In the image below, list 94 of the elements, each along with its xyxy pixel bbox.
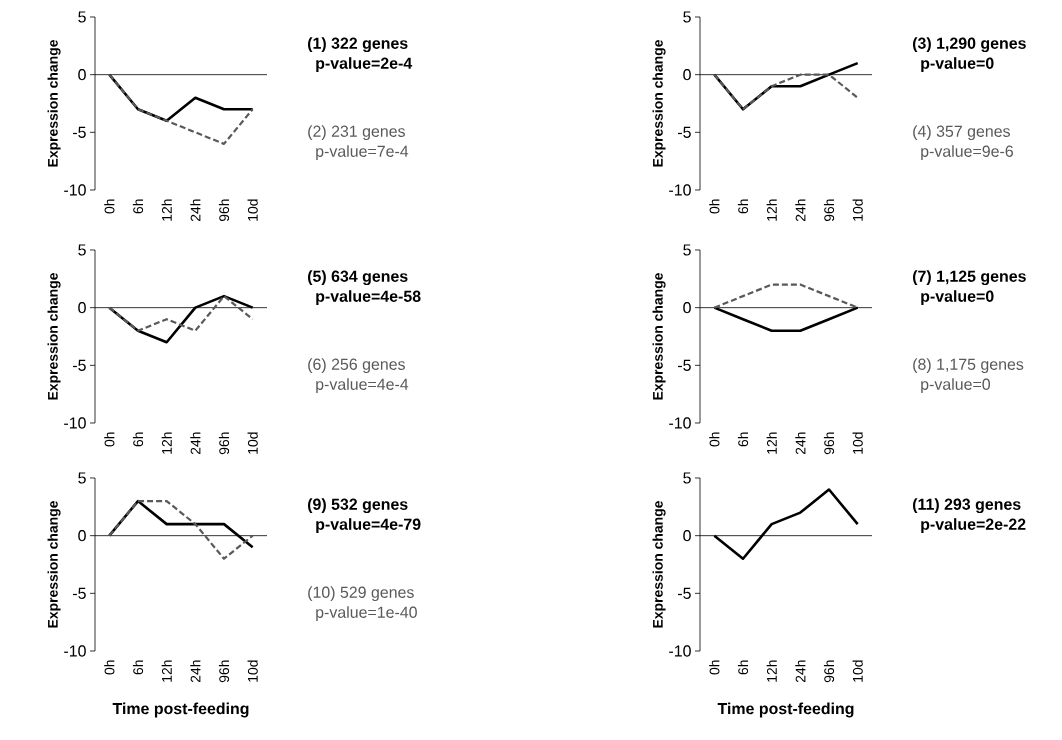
text: (3) 1,290 genes <box>913 37 1026 53</box>
text: (7) 1,125 genes <box>913 270 1026 286</box>
x-tick-label: 12h <box>161 660 172 682</box>
y-axis-title: Expression change <box>652 501 666 628</box>
x-axis-title: Time post-feeding <box>717 702 854 718</box>
line-series <box>108 499 254 560</box>
text: p-value=0 <box>921 290 994 306</box>
x-tick-label: 0h <box>104 432 115 447</box>
x-tick-label: 12h <box>766 199 777 221</box>
y-tick-label: 5 <box>683 472 691 484</box>
y-tick-label: 0 <box>78 530 86 542</box>
y-axis-title: Expression change <box>47 273 61 400</box>
text: (1) 322 genes <box>308 37 408 53</box>
y-tick-label: -10 <box>64 645 86 657</box>
x-tick-label: 24h <box>795 199 806 222</box>
x-tick-label: 6h <box>737 199 749 214</box>
x-tick-label: 10d <box>852 199 863 221</box>
x-tick-label: 6h <box>132 199 144 214</box>
text: (4) 357 genes <box>913 125 1010 141</box>
x-tick-label: 24h <box>795 660 806 683</box>
x-tick-label: 12h <box>766 660 777 682</box>
text: p-value=2e-4 <box>316 57 413 73</box>
x-tick-label: 6h <box>132 660 144 675</box>
text: p-value=7e-4 <box>316 145 409 161</box>
x-tick-label: 96h <box>823 432 835 455</box>
text: (5) 634 genes <box>308 270 408 286</box>
y-tick-label: -10 <box>669 645 691 657</box>
x-tick-label: 10d <box>247 660 258 682</box>
y-tick-label: 5 <box>683 11 691 23</box>
x-tick-label: 0h <box>709 199 720 214</box>
x-tick-label: 24h <box>795 432 806 455</box>
line-series <box>108 73 254 145</box>
x-tick-label: 24h <box>190 660 201 683</box>
y-axis-title: Expression change <box>652 40 666 167</box>
y-tick-label: -5 <box>678 126 691 138</box>
text: p-value=1e-40 <box>316 606 417 622</box>
y-tick-label: 5 <box>683 244 691 256</box>
x-tick-label: 10d <box>852 432 863 454</box>
line-series <box>108 295 254 332</box>
text: p-value=9e-6 <box>921 145 1013 161</box>
y-tick-label: 5 <box>78 472 86 484</box>
text: p-value=0 <box>921 378 991 394</box>
text: (9) 532 genes <box>308 498 408 514</box>
x-tick-label: 10d <box>852 660 863 682</box>
x-axis-title: Time post-feeding <box>112 702 249 718</box>
text: (10) 529 genes <box>308 586 414 602</box>
text: p-value=0 <box>921 57 994 73</box>
x-tick-label: 6h <box>737 660 749 675</box>
x-tick-label: 0h <box>709 660 720 675</box>
x-tick-label: 6h <box>737 432 749 447</box>
x-tick-label: 0h <box>104 199 115 214</box>
y-tick-label: -5 <box>73 359 86 371</box>
x-tick-label: 24h <box>190 432 201 455</box>
text: (6) 256 genes <box>308 358 405 374</box>
x-tick-label: 96h <box>823 199 835 222</box>
y-axis-title: Expression change <box>47 501 61 628</box>
x-tick-label: 0h <box>104 660 115 675</box>
x-tick-label: 12h <box>161 432 172 454</box>
text: p-value=2e-22 <box>921 518 1026 534</box>
y-tick-label: 0 <box>683 530 691 542</box>
x-tick-label: 10d <box>247 432 258 454</box>
x-tick-label: 12h <box>766 432 777 454</box>
x-tick-label: 24h <box>190 199 201 222</box>
text: (11) 293 genes <box>913 498 1021 514</box>
y-tick-label: -5 <box>678 359 691 371</box>
x-tick-label: 6h <box>132 432 144 447</box>
y-axis-title: Expression change <box>652 273 666 400</box>
y-tick-label: 0 <box>78 69 86 81</box>
y-tick-label: 0 <box>683 302 691 314</box>
y-axis-title: Expression change <box>47 40 61 167</box>
text: p-value=4e-4 <box>316 378 409 394</box>
x-tick-label: 96h <box>218 660 230 683</box>
y-tick-label: -5 <box>678 587 691 599</box>
y-tick-label: -10 <box>64 417 86 429</box>
y-tick-label: -10 <box>669 184 691 196</box>
y-tick-label: -5 <box>73 587 86 599</box>
x-tick-label: 96h <box>823 660 835 683</box>
y-tick-label: 0 <box>683 69 691 81</box>
y-tick-label: -5 <box>73 126 86 138</box>
x-tick-label: 96h <box>218 432 230 455</box>
x-tick-label: 12h <box>161 199 172 221</box>
text: (2) 231 genes <box>308 125 405 141</box>
y-tick-label: 5 <box>78 244 86 256</box>
text: (8) 1,175 genes <box>913 358 1024 374</box>
text: p-value=4e-79 <box>316 518 421 534</box>
text: p-value=4e-58 <box>316 290 421 306</box>
y-tick-label: -10 <box>64 184 86 196</box>
y-tick-label: 5 <box>78 11 86 23</box>
x-tick-label: 10d <box>247 199 258 221</box>
line-series <box>713 73 859 111</box>
y-tick-label: 0 <box>78 302 86 314</box>
x-tick-label: 0h <box>709 432 720 447</box>
x-tick-label: 96h <box>218 199 230 222</box>
y-tick-label: -10 <box>669 417 691 429</box>
